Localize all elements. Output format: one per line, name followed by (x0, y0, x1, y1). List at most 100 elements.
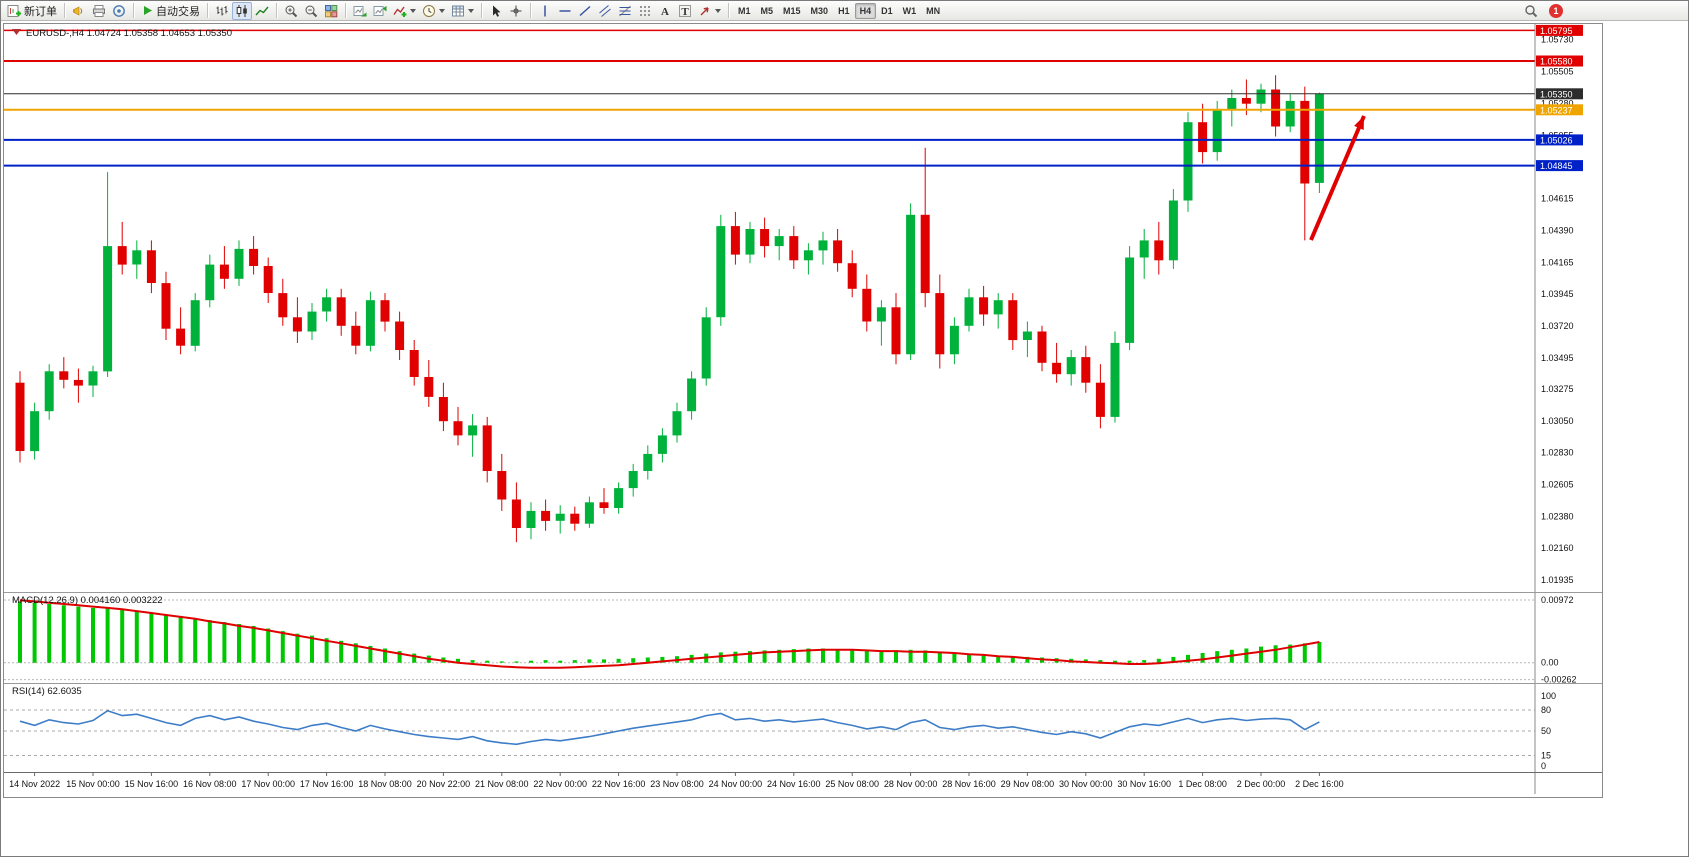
indicators-button[interactable] (390, 2, 419, 20)
auto-scroll-button[interactable] (350, 2, 370, 20)
printer-icon (93, 4, 105, 17)
ohlc-bars-icon (216, 5, 228, 15)
candle-body (380, 300, 390, 322)
price-badge (1536, 160, 1583, 172)
price-tick: 1.02160 (1541, 543, 1574, 553)
candle-body (964, 297, 974, 326)
zoom-in-icon (285, 5, 298, 17)
svg-text:1.05237: 1.05237 (1540, 105, 1573, 115)
candle-body (307, 311, 317, 332)
candle-body (599, 502, 609, 508)
candle-body (161, 283, 171, 329)
time-axis[interactable]: 14 Nov 2022 15 Nov 00:00 15 Nov 16:00 16 No… (4, 772, 1602, 794)
candle-body (15, 382, 25, 451)
arrows-tool-button[interactable] (695, 2, 724, 20)
macd-tick: 0.00972 (1541, 595, 1574, 605)
candle-body (920, 214, 930, 294)
horizontal-line-icon (559, 9, 571, 12)
candle-body (146, 250, 156, 283)
zoom-in-button[interactable] (281, 2, 301, 20)
timeframe-m15-button[interactable]: M15 (783, 5, 801, 16)
timeframe-h1-button[interactable]: H1 (838, 5, 850, 16)
candle-body (760, 229, 770, 247)
candle-body (949, 325, 959, 355)
autotrading-button[interactable]: 自动交易 (138, 2, 203, 20)
toolbar-separator (481, 3, 482, 18)
announcement-button[interactable] (69, 2, 89, 20)
candle-body (672, 411, 682, 436)
horn-icon (73, 6, 83, 15)
candle-body (482, 425, 492, 471)
rsi-tick: 80 (1541, 705, 1551, 715)
crosshair-button[interactable] (506, 2, 526, 20)
new-order-button[interactable]: 新订单 (4, 2, 60, 20)
candle-body (1095, 382, 1105, 417)
autotrading-label: 自动交易 (156, 5, 200, 18)
timeframe-mn-button[interactable]: MN (926, 5, 941, 16)
candle-body (322, 297, 332, 312)
candle-body (249, 248, 259, 266)
timeframe-m1-button[interactable]: M1 (738, 5, 751, 16)
svg-text:A: A (661, 6, 669, 18)
candle-body (1271, 89, 1281, 127)
timeframe-w1-button[interactable]: W1 (902, 5, 917, 16)
chart-shift-button[interactable] (370, 2, 390, 20)
macd-pane[interactable]: 0.00972 0.00 -0.00262 MACD(12,26,9) 0.00416… (4, 592, 1602, 683)
time-label: 22 Nov 16:00 (592, 779, 646, 789)
text-label-icon: T (679, 4, 691, 18)
rsi-pane[interactable]: 100 80 50 150 RSI(14) 62.6035 (4, 683, 1602, 772)
price-tick: 1.04390 (1541, 225, 1574, 235)
support-button[interactable] (109, 2, 129, 20)
candle-body (1314, 93, 1324, 183)
trendline-button[interactable] (575, 2, 595, 20)
timeframe-h4-button[interactable]: H4 (854, 2, 877, 19)
notification-badge[interactable]: 1 (1549, 3, 1563, 18)
dropdown-arrow-icon (715, 8, 721, 13)
zoom-out-icon (305, 5, 318, 17)
timeframe-m5-button[interactable]: M5 (760, 5, 774, 16)
text-label-tool-button[interactable]: T (675, 2, 695, 20)
text-tool-button[interactable]: A (655, 2, 675, 20)
timeframe-d1-button[interactable]: D1 (881, 5, 893, 16)
fibonacci-button[interactable] (615, 2, 635, 20)
cursor-button[interactable] (486, 2, 506, 20)
bar-chart-button[interactable] (212, 2, 232, 20)
clock-icon (423, 4, 435, 17)
timeframe-m30-button[interactable]: M30 (810, 5, 829, 16)
candle-body (59, 371, 69, 380)
price-tick: 1.03945 (1541, 289, 1574, 299)
candle-body (409, 350, 419, 377)
print-button[interactable] (89, 2, 109, 20)
price-chart-pane[interactable]: 1.057301.055051.052801.050551.048301.046… (4, 24, 1602, 592)
candle-body (1183, 122, 1193, 201)
text-tool-icon: A (661, 6, 669, 18)
time-label: 30 Nov 16:00 (1117, 779, 1171, 789)
templates-button[interactable] (448, 2, 477, 20)
search-button[interactable] (1521, 2, 1541, 20)
candle-body (438, 397, 448, 422)
price-tick: 1.02380 (1541, 512, 1574, 522)
toolbar-right-group: 1 (1521, 2, 1685, 20)
candle-body (774, 236, 784, 247)
zoom-out-button[interactable] (301, 2, 321, 20)
toolbar: 新订单 自动交易 (1, 1, 1688, 21)
channel-button[interactable] (595, 2, 615, 20)
trend-arrow-head (1354, 116, 1364, 130)
rsi-label: RSI(14) 62.6035 (12, 686, 82, 697)
candlestick-chart-button[interactable] (232, 1, 252, 20)
candle-body (701, 317, 711, 379)
objects-button[interactable] (635, 2, 655, 20)
candle-body (891, 307, 901, 355)
horizontal-line-button[interactable] (555, 2, 575, 20)
line-chart-button[interactable] (252, 2, 272, 20)
price-tick: 1.03720 (1541, 321, 1574, 331)
tile-windows-icon (325, 4, 338, 17)
timeframes-menu-button[interactable] (419, 2, 448, 20)
symbol-marker-icon (12, 29, 21, 35)
time-label: 24 Nov 16:00 (767, 779, 821, 789)
candle-body (643, 453, 653, 471)
tile-windows-button[interactable] (321, 2, 341, 20)
candle-body (730, 226, 740, 255)
vertical-line-button[interactable] (535, 2, 555, 20)
candle-body (906, 214, 916, 355)
